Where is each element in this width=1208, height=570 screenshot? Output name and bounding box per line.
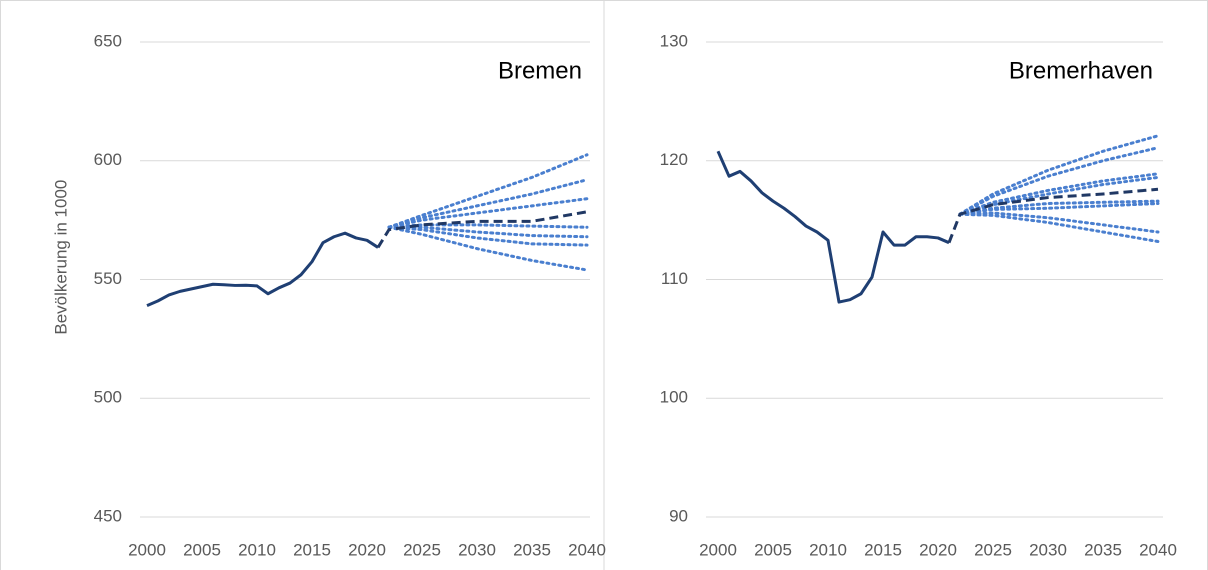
y-tick-label: 100 [660,388,688,407]
x-tick-label: 2025 [403,540,441,559]
x-tick-label: 2040 [1139,540,1177,559]
x-tick-label: 2010 [238,540,276,559]
series-line [387,178,589,229]
panel-title: Bremerhaven [1009,57,1153,84]
y-tick-label: 500 [94,388,122,407]
x-tick-label: 2040 [568,540,606,559]
x-tick-label: 2020 [348,540,386,559]
series-line [958,212,1160,243]
x-tick-label: 2015 [293,540,331,559]
x-tick-label: 2005 [183,540,221,559]
series-line [376,210,588,249]
panel-title: Bremen [498,57,582,84]
series-line [387,225,589,239]
x-tick-label: 2025 [974,540,1012,559]
series-line [387,197,589,229]
series-line [958,175,1160,216]
y-tick-label: 550 [94,269,122,288]
y-tick-label: 110 [661,269,688,288]
y-tick-label: 650 [94,31,122,50]
x-tick-label: 2035 [1084,540,1122,559]
x-tick-label: 2000 [128,540,166,559]
series-line [387,223,589,229]
y-tick-label: 120 [660,150,688,169]
series-line [958,146,1160,216]
x-tick-label: 2015 [864,540,902,559]
x-tick-label: 2030 [1029,540,1067,559]
series-line [958,199,1160,216]
y-tick-label: 130 [660,31,688,50]
series-line [958,172,1160,216]
y-tick-label: 450 [94,506,122,525]
series-line [387,225,589,272]
series-line [387,225,589,247]
series-line [146,231,379,308]
series-line [387,153,589,229]
x-tick-label: 2005 [754,540,792,559]
y-tick-label: 600 [94,150,122,169]
y-tick-label: 90 [669,506,688,525]
x-tick-label: 2020 [919,540,957,559]
series-line [716,150,950,304]
x-tick-label: 2010 [809,540,847,559]
x-tick-label: 2030 [458,540,496,559]
x-tick-label: 2035 [513,540,551,559]
series-line [947,187,1159,244]
y-axis-label: Bevölkerung in 1000 [51,180,70,335]
series-line [958,211,1160,234]
x-tick-label: 2000 [699,540,737,559]
series-line [958,202,1160,216]
